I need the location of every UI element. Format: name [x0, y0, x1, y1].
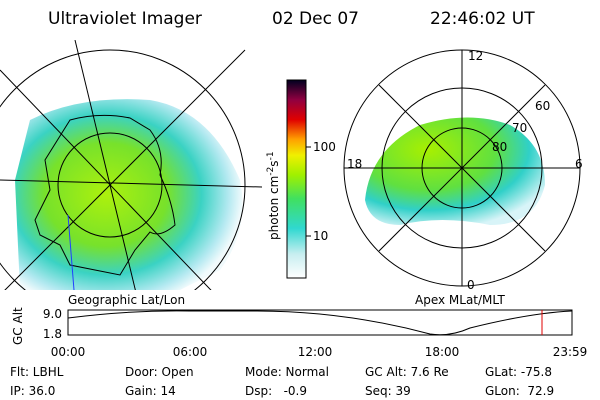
- orbit-plot: [67, 309, 573, 336]
- status-field: Door: Open: [125, 365, 194, 379]
- mlat-label: 70: [512, 121, 527, 135]
- exp: -1: [266, 151, 276, 160]
- colorbar-tick: 10: [313, 229, 328, 243]
- status: Flt: LBHL Door: Open Mode: Normal GC Alt: 7…: [10, 365, 554, 398]
- status-field: GC Alt: 7.6 Re: [365, 365, 449, 379]
- right-map-label: Apex MLat/MLT: [415, 293, 505, 307]
- geographic-map: [0, 40, 262, 290]
- mlt-label: 18: [347, 157, 362, 171]
- unit: photon cm: [267, 176, 281, 240]
- orbit-xtick: 18:00: [425, 345, 460, 359]
- orbit-xtick: 00:00: [51, 345, 86, 359]
- status-field: Seq: 39: [365, 384, 411, 398]
- date: 02 Dec 07: [272, 9, 359, 29]
- status-field: Gain: 14: [125, 384, 176, 398]
- orbit-xtick: 12:00: [298, 345, 333, 359]
- mlt-label: 12: [468, 49, 483, 63]
- mlt-label: 6: [575, 157, 583, 171]
- colorbar-tick: 100: [313, 140, 336, 154]
- colorbar: [286, 79, 307, 279]
- exp: -2: [266, 167, 276, 176]
- status-field: Flt: LBHL: [10, 365, 64, 379]
- colorbar-unit: photon cm-2s-1: [266, 151, 281, 240]
- orbit-ytick: 1.8: [43, 327, 62, 341]
- status-field: GLon: 72.9: [485, 384, 554, 398]
- mlat-label: 80: [492, 140, 507, 154]
- instrument: Ultraviolet Imager: [48, 9, 202, 29]
- orbit-xtick: 23:59: [553, 345, 588, 359]
- left-map-label: Geographic Lat/Lon: [68, 293, 185, 307]
- mlat-label: 60: [535, 99, 550, 113]
- status-field: Mode: Normal: [245, 365, 329, 379]
- time: 22:46:02 UT: [430, 9, 535, 29]
- status-field: IP: 36.0: [10, 384, 55, 398]
- status-field: GLat: -75.8: [485, 365, 552, 379]
- orbit-ytick: 9.0: [43, 307, 62, 321]
- orbit-axis-label: GC Alt: [11, 307, 25, 345]
- status-field: Dsp: -0.9: [245, 384, 307, 398]
- apex-map: [343, 49, 581, 287]
- orbit-xtick: 06:00: [173, 345, 208, 359]
- mlt-label: 0: [467, 278, 475, 292]
- unit: s: [267, 160, 281, 166]
